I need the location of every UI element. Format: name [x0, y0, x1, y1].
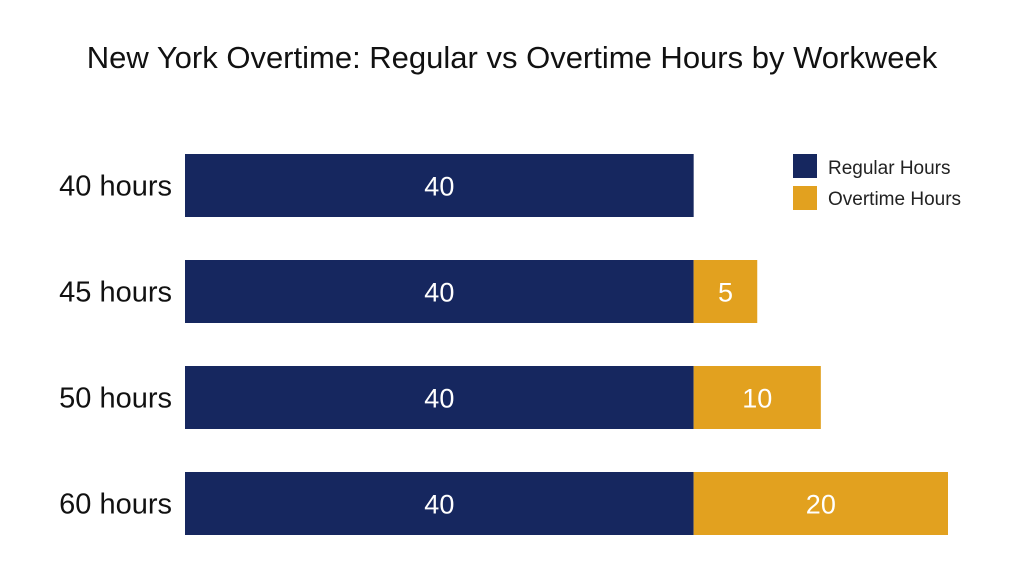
legend-label-overtime-hours: Overtime Hours — [828, 189, 961, 210]
chart-title: New York Overtime: Regular vs Overtime H… — [87, 40, 938, 75]
category-label-60-hours: 60 hours — [59, 489, 172, 521]
bar-overtime-hours-45-hours — [693, 260, 758, 323]
bar-overtime-hours-60-hours — [693, 472, 948, 535]
legend-swatch-regular-hours — [793, 154, 817, 178]
bar-regular-hours-60-hours — [185, 472, 694, 535]
category-labels: 40 hours 45 hours 50 hours 60 hours — [59, 171, 172, 521]
category-label-50-hours: 50 hours — [59, 383, 172, 415]
data-label-regular-hours-50-hours: 40 — [424, 384, 454, 414]
bar-regular-hours-50-hours — [185, 366, 694, 429]
data-label-regular-hours-60-hours: 40 — [424, 490, 454, 520]
data-label-overtime-hours-45-hours: 5 — [718, 278, 733, 308]
data-label-overtime-hours-60-hours: 20 — [806, 490, 836, 520]
data-label-regular-hours-40-hours: 40 — [424, 172, 454, 202]
legend: Regular Hours Overtime Hours — [793, 154, 961, 210]
data-label-regular-hours-45-hours: 40 — [424, 278, 454, 308]
data-label-overtime-hours-50-hours: 10 — [742, 384, 772, 414]
bar-regular-hours-40-hours — [185, 154, 694, 217]
category-label-45-hours: 45 hours — [59, 277, 172, 309]
legend-swatch-overtime-hours — [793, 186, 817, 210]
bars-layer — [185, 154, 948, 535]
category-label-40-hours: 40 hours — [59, 171, 172, 203]
bar-overtime-hours-50-hours — [693, 366, 821, 429]
data-labels: 40 40 5 40 10 40 20 — [424, 172, 836, 520]
legend-label-regular-hours: Regular Hours — [828, 158, 951, 179]
bar-regular-hours-45-hours — [185, 260, 694, 323]
